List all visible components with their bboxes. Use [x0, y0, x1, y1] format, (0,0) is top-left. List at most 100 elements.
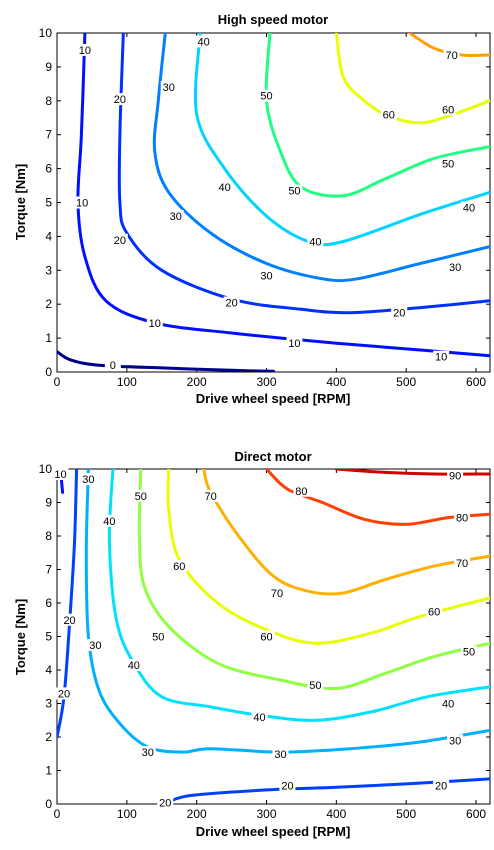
y-tick-label: 1: [45, 331, 52, 345]
contour-label-bg: [454, 556, 471, 569]
contour-label: 70: [445, 50, 457, 62]
contour-line: [137, 469, 490, 691]
y-ticks: 0 1 2 3 4 5 6 7 8 9 10: [39, 26, 490, 379]
y-tick-label: 0: [45, 797, 52, 811]
x-tick-label: 400: [326, 375, 346, 389]
x-tick-label: 500: [396, 807, 416, 821]
y-axis-label: Torque [Nm]: [13, 164, 28, 240]
y-tick-label: 10: [39, 462, 53, 476]
contour-label-bg: [52, 468, 69, 481]
contour-label: 10: [54, 469, 66, 481]
contour-label: 80: [295, 486, 307, 498]
x-tick-label: 0: [54, 807, 61, 821]
contour-label-bg: [440, 697, 457, 710]
contour-label-bg: [447, 260, 464, 273]
contour-label-bg: [443, 49, 460, 62]
contour-label: 10: [79, 45, 91, 57]
contour-label: 20: [225, 298, 237, 310]
contour-label-bg: [157, 796, 174, 809]
contour-label: 60: [383, 109, 395, 121]
contour-label: 50: [309, 680, 321, 692]
contour-line: [57, 350, 275, 372]
contour-label-bg: [461, 201, 478, 214]
contour-line: [84, 469, 490, 754]
contour-label: 10: [435, 352, 447, 364]
contour-label: 40: [103, 516, 115, 528]
contour-label-bg: [258, 630, 275, 643]
x-tick-label: 100: [117, 375, 137, 389]
contour-label: 50: [288, 186, 300, 198]
contour-label: 50: [442, 159, 454, 171]
contour-label-bg: [216, 181, 233, 194]
contour-label-bg: [440, 103, 457, 116]
contour-label: 40: [253, 712, 265, 724]
contour-label-bg: [111, 233, 128, 246]
contour-label: 60: [260, 632, 272, 644]
contour-label: 80: [456, 513, 468, 525]
contour-label: 60: [428, 606, 440, 618]
contour-label: 30: [449, 262, 461, 274]
contour-label-bg: [167, 210, 184, 223]
contour-line: [334, 469, 490, 476]
contour-label: 40: [218, 182, 230, 194]
y-tick-label: 6: [45, 162, 52, 176]
contour-label-bg: [268, 586, 285, 599]
contour-label: 20: [58, 688, 70, 700]
contour-label-bg: [286, 337, 303, 350]
contour-label-bg: [87, 638, 104, 651]
contour-lines: [57, 33, 490, 372]
x-tick-label: 600: [466, 807, 486, 821]
x-tick-label: 300: [257, 375, 277, 389]
x-tick-label: 400: [326, 807, 346, 821]
contour-label-bg: [286, 184, 303, 197]
contour-line: [152, 33, 490, 283]
x-tick-label: 200: [187, 807, 207, 821]
contour-label: 50: [135, 491, 147, 503]
y-tick-label: 2: [45, 297, 52, 311]
contour-label: 30: [274, 749, 286, 761]
x-axis-label: Drive wheel speed [RPM]: [196, 824, 351, 839]
contour-label-bg: [146, 316, 163, 329]
contour-label: 50: [152, 632, 164, 644]
contour-label-bg: [160, 81, 177, 94]
contour-label-bg: [272, 747, 289, 760]
contour-label: 70: [205, 491, 217, 503]
y-tick-label: 8: [45, 529, 52, 543]
contour-label: 0: [110, 360, 116, 372]
contour-label-bg: [258, 269, 275, 282]
contour-line: [76, 33, 490, 358]
contour-label: 10: [288, 338, 300, 350]
contour-line: [107, 469, 490, 722]
contour-label: 70: [271, 588, 283, 600]
contour-label: 30: [89, 640, 101, 652]
contour-label-bg: [454, 511, 471, 524]
contour-label: 40: [463, 203, 475, 215]
y-tick-label: 3: [45, 263, 52, 277]
contour-label-bg: [433, 350, 450, 363]
y-tick-label: 2: [45, 730, 52, 744]
contour-labels: 0 10 10 10 10 10 20 20 20 20 30 30 30 30 40 40 40 40 50 50 5…: [74, 35, 478, 372]
x-axis-label: Drive wheel speed [RPM]: [196, 391, 351, 406]
x-tick-label: 300: [257, 807, 277, 821]
contour-label-bg: [111, 93, 128, 106]
contour-label: 60: [442, 104, 454, 116]
contour-label: 20: [114, 94, 126, 106]
contour-label: 20: [393, 308, 405, 320]
contour-label: 50: [260, 91, 272, 103]
y-tick-label: 9: [45, 496, 52, 510]
contour-label-bg: [307, 235, 324, 248]
x-tick-label: 500: [396, 375, 416, 389]
y-tick-label: 4: [45, 663, 52, 677]
contour-line: [265, 469, 490, 526]
contour-label-bg: [76, 43, 93, 56]
contour-label-bg: [258, 89, 275, 102]
high-speed-motor-chart: High speed motor 0 100 200 300 400 500 600 012…: [13, 12, 491, 406]
x-tick-label: 0: [54, 375, 61, 389]
contour-label: 50: [463, 647, 475, 659]
contour-label-bg: [104, 359, 121, 372]
contour-label-bg: [426, 605, 443, 618]
contour-label: 10: [149, 318, 161, 330]
y-tick-label: 3: [45, 697, 52, 711]
contour-line: [202, 469, 490, 596]
contour-line: [193, 33, 490, 247]
